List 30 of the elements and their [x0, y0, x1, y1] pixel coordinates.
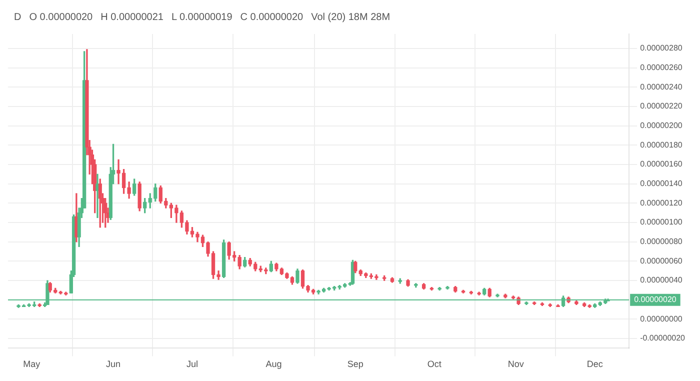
text: O 0.00000020: [29, 12, 93, 23]
y-tick-label: 0.00000260: [640, 63, 683, 72]
text: L 0.00000019: [171, 12, 232, 23]
y-tick-label: 0.00000040: [640, 276, 683, 285]
text: H 0.00000021: [100, 12, 164, 23]
y-tick-label: 0.00000220: [640, 102, 683, 111]
x-tick-label: Dec: [586, 359, 604, 370]
x-tick-label: Jul: [186, 359, 198, 370]
text: D: [14, 12, 22, 23]
y-tick-label: 0.00000140: [640, 179, 683, 188]
ref-line-label: 0.00000020: [634, 295, 677, 304]
x-tick-label: Aug: [266, 359, 282, 370]
x-tick-label: May: [23, 359, 41, 370]
y-tick-label: 0.00000240: [640, 82, 683, 92]
x-tick-label: Sep: [347, 359, 364, 370]
y-tick-label: 0.00000120: [640, 198, 683, 208]
text: Vol (20) 18M 28M: [311, 12, 390, 23]
y-tick-label: 0.00000180: [640, 140, 683, 150]
x-tick-label: Nov: [508, 359, 524, 370]
x-tick-label: Jun: [106, 359, 121, 370]
y-tick-label: 0.00000280: [640, 44, 683, 53]
x-tick-label: Oct: [427, 359, 442, 370]
y-tick-label: 0.00000200: [640, 121, 683, 130]
y-tick-label: 0.00000000: [640, 314, 683, 324]
y-tick-label: 0.00000100: [640, 218, 683, 227]
y-tick-label: 0.00000160: [640, 160, 683, 169]
y-tick-label: 0.00000080: [640, 237, 683, 246]
y-tick-label: -0.00000020: [640, 334, 686, 343]
y-tick-label: 0.00000060: [640, 256, 683, 266]
text: C 0.00000020: [240, 12, 304, 23]
